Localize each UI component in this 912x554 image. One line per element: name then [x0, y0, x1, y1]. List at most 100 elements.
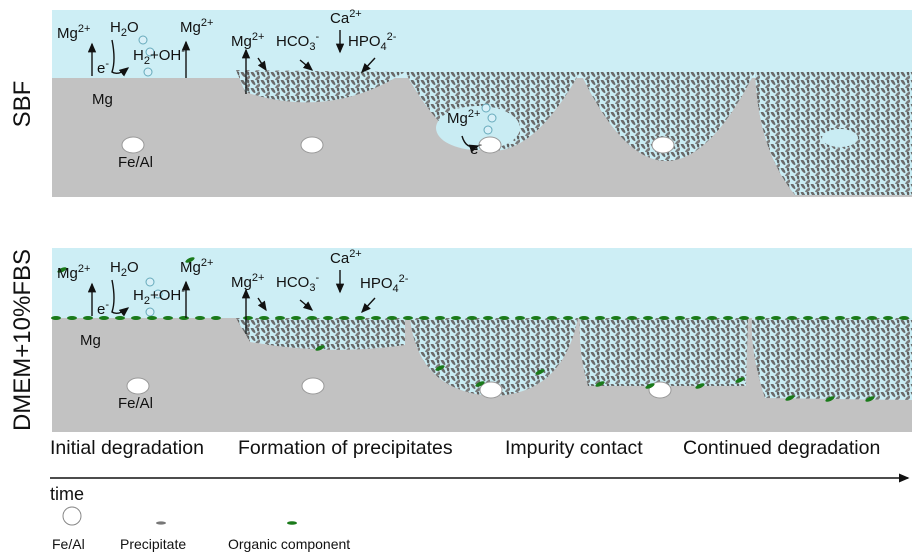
particle — [651, 136, 675, 154]
precipitate-layer — [236, 318, 405, 350]
organic — [707, 316, 717, 320]
organic — [211, 316, 221, 320]
bubble — [481, 103, 491, 113]
bubble — [138, 35, 148, 45]
reaction-arrow — [361, 57, 376, 74]
formula-part: 3 — [309, 41, 315, 53]
formula-part: - — [478, 139, 482, 151]
organic — [883, 316, 893, 320]
stage-label: Continued degradation — [683, 437, 880, 459]
formula-part: 2+ — [468, 108, 481, 120]
formula-part: - — [105, 299, 109, 311]
formula: H2+OH- — [133, 45, 185, 67]
organic — [259, 316, 269, 320]
formula-part: - — [315, 272, 319, 284]
formula-part: HPO — [348, 33, 381, 50]
formula: Mg2+ — [447, 108, 480, 127]
organic — [451, 316, 461, 320]
organic — [307, 316, 317, 320]
formula: Ca2+ — [330, 8, 362, 27]
legend-label: Precipitate — [120, 536, 186, 552]
formula: HPO42- — [348, 31, 397, 53]
organic — [323, 316, 333, 320]
organic — [291, 316, 301, 320]
solution — [52, 10, 912, 80]
organic — [403, 316, 413, 320]
organic — [57, 267, 67, 273]
formula-part: 4 — [381, 41, 387, 53]
formula-part: 3 — [309, 282, 315, 294]
particle — [479, 381, 503, 399]
bubble — [145, 277, 155, 287]
particle — [301, 377, 325, 395]
formula-part: - — [105, 58, 109, 70]
organic — [67, 316, 77, 320]
cavity — [822, 129, 858, 147]
organic — [435, 316, 445, 320]
organic — [475, 381, 485, 387]
particle — [126, 377, 150, 395]
organic — [865, 396, 875, 402]
organic — [531, 316, 541, 320]
legend-precipitate — [156, 521, 166, 525]
organic — [435, 365, 445, 371]
organic — [785, 395, 795, 401]
formula-part: 2 — [144, 55, 150, 67]
formula-part: Ca — [330, 250, 350, 267]
formula-part: 2 — [121, 27, 127, 39]
formula-part: 2+ — [349, 248, 362, 260]
organic — [835, 316, 845, 320]
formula-part: H — [110, 259, 121, 276]
formula: Mg — [92, 91, 113, 108]
formula: e- — [97, 299, 109, 318]
organic — [387, 316, 397, 320]
organic — [595, 316, 605, 320]
reaction-arrow — [299, 299, 314, 311]
organic — [99, 316, 109, 320]
formula: H2+OH- — [133, 285, 185, 307]
formula-part: 2+ — [349, 8, 362, 20]
formula-part: +OH — [150, 287, 181, 304]
formula: Mg — [80, 332, 101, 349]
formula-part: Mg — [80, 332, 101, 349]
panel-label: SBF — [9, 81, 36, 128]
precipitate-pit — [751, 318, 912, 400]
reaction-arrow — [461, 135, 480, 153]
formula-part: Mg — [57, 25, 78, 42]
organic — [771, 316, 781, 320]
formula-part: 2+ — [201, 257, 214, 269]
formula-part: HCO — [276, 274, 309, 291]
organic — [371, 316, 381, 320]
formula: Fe/Al — [118, 395, 153, 412]
organic — [163, 316, 173, 320]
formula: HPO42- — [360, 273, 409, 295]
organic — [851, 316, 861, 320]
formula: Mg2+ — [57, 23, 90, 42]
bubble — [153, 289, 163, 299]
panel-label: DMEM+10%FBS — [9, 249, 36, 431]
organic — [115, 316, 125, 320]
formula-part: Fe/Al — [118, 395, 153, 412]
formula-part: Mg — [231, 274, 252, 291]
formula-part: Mg — [57, 265, 78, 282]
organic — [803, 316, 813, 320]
formula-part: 2- — [399, 273, 409, 285]
formula: Mg2+ — [180, 257, 213, 276]
organic — [547, 316, 557, 320]
particle — [478, 136, 502, 154]
formula: e- — [470, 139, 482, 158]
reaction-arrow — [361, 297, 376, 314]
organic — [535, 369, 545, 375]
solution — [52, 248, 912, 320]
formula-part: Mg — [447, 110, 468, 127]
formula-part: - — [181, 285, 185, 297]
formula-part: Ca — [330, 10, 350, 27]
formula-part: 2+ — [78, 23, 91, 35]
precipitate-pit — [580, 72, 755, 161]
bubble — [143, 67, 153, 77]
formula-part: +OH — [150, 47, 181, 64]
formula-part: O — [127, 19, 139, 36]
bubble — [145, 307, 155, 317]
formula-part: O — [127, 259, 139, 276]
